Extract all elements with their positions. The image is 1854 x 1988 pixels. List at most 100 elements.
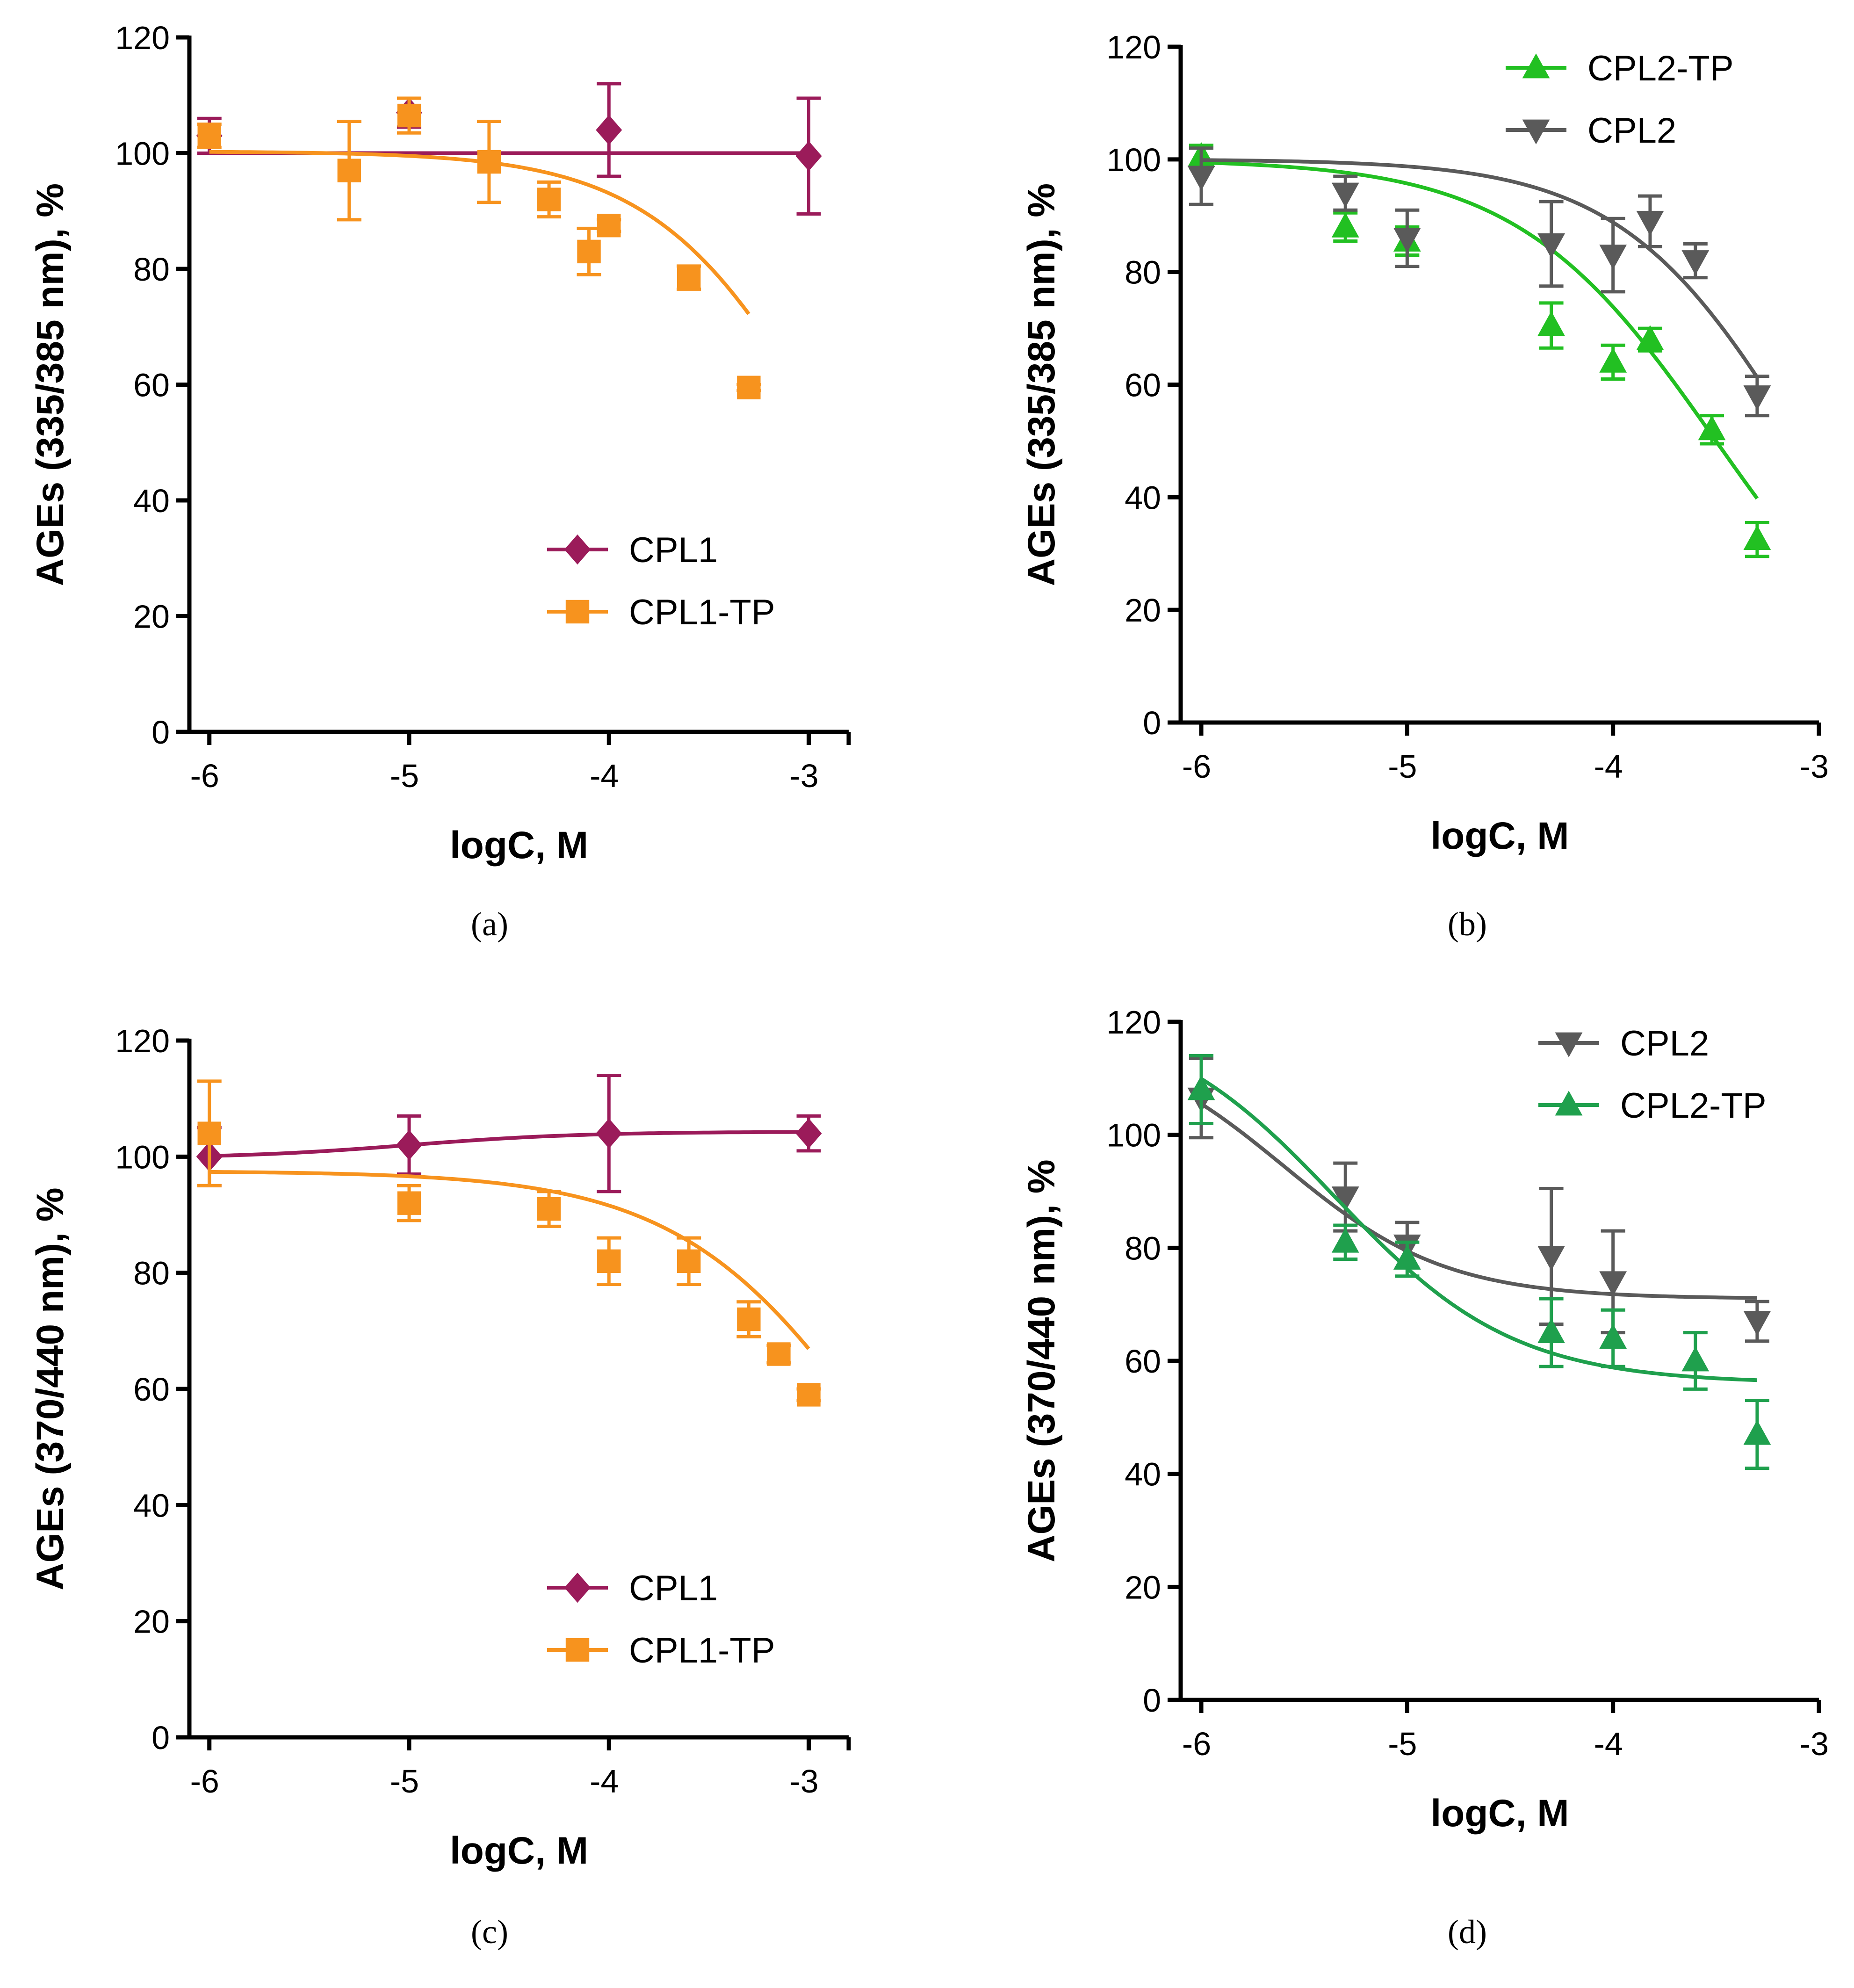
data-point — [477, 150, 501, 174]
x-axis-title: logC, M — [450, 824, 588, 867]
fit-curve — [209, 150, 750, 315]
x-tick-label: -4 — [1594, 748, 1623, 785]
data-point — [597, 213, 621, 238]
series-cpl1-tp — [197, 1079, 821, 1407]
series-cpl1-tp — [197, 96, 761, 399]
y-tick-label: 100 — [1106, 142, 1161, 178]
x-tick-label: -6 — [190, 758, 219, 794]
legend-entry: CPL1 — [547, 530, 718, 570]
x-tick-label: -6 — [1182, 1726, 1211, 1762]
x-tick-label: -3 — [789, 758, 818, 794]
legend-entry: CPL1-TP — [547, 593, 775, 632]
y-tick-label: 60 — [1125, 367, 1161, 404]
data-point — [1187, 1075, 1215, 1100]
x-tick-label: -5 — [1388, 1726, 1417, 1762]
data-point — [1743, 1311, 1771, 1336]
data-point — [1331, 1186, 1359, 1212]
data-point — [677, 1249, 701, 1273]
data-point — [1681, 1346, 1710, 1372]
data-point — [1681, 250, 1710, 275]
series-cpl2-tp — [1187, 142, 1771, 558]
fit-curve — [1200, 1102, 1757, 1300]
x-tick-label: -6 — [190, 1763, 219, 1800]
x-axis-title: logC, M — [1430, 1792, 1569, 1835]
legend-entry: CPL2 — [1506, 111, 1676, 151]
legend-label: CPL2 — [1620, 1024, 1709, 1063]
data-point — [1636, 210, 1664, 236]
x-tick-label: -4 — [590, 758, 619, 794]
x-tick-label: -3 — [789, 1763, 818, 1800]
data-point — [1599, 1323, 1627, 1349]
panel-caption: (b) — [1448, 905, 1487, 943]
legend-marker — [565, 1638, 590, 1662]
y-tick-label: 80 — [133, 1255, 170, 1292]
data-point — [337, 159, 361, 182]
y-tick-label: 60 — [133, 1371, 170, 1408]
y-tick-label: 0 — [1143, 705, 1161, 741]
data-point — [1599, 347, 1627, 373]
x-tick-label: -5 — [390, 1763, 419, 1800]
y-tick-label: 80 — [133, 251, 170, 288]
y-tick-label: 0 — [1143, 1682, 1161, 1719]
data-point — [537, 188, 561, 211]
chart-panel-a: 0 20 40 60 80 100 120 -6 -5 -4 -3 logC, M AGEs (335/… — [29, 20, 851, 943]
legend-entry: CPL2-TP — [1506, 49, 1734, 88]
x-tick-label: -3 — [1800, 748, 1829, 785]
data-point — [737, 376, 761, 399]
y-tick-label: 80 — [1125, 254, 1161, 291]
legend-entry: CPL1-TP — [547, 1631, 775, 1670]
x-tick-label: -5 — [1388, 748, 1417, 785]
panel-caption: (a) — [471, 905, 508, 943]
data-point — [197, 1121, 221, 1145]
panel-caption: (c) — [471, 1913, 508, 1951]
y-tick-label: 20 — [133, 1604, 170, 1640]
data-point — [1537, 1318, 1565, 1343]
data-point — [1331, 182, 1359, 208]
x-axis-title: logC, M — [1430, 815, 1569, 857]
y-tick-label: 20 — [1125, 592, 1161, 629]
fit-curve — [209, 1170, 810, 1350]
data-point — [1743, 525, 1771, 550]
data-point — [397, 1191, 421, 1215]
series-cpl2 — [1187, 146, 1771, 418]
y-tick-label: 60 — [133, 367, 170, 404]
y-axis-title: AGEs (370/440 nm), % — [1020, 1159, 1063, 1562]
data-point — [1599, 1271, 1627, 1296]
y-tick-label: 120 — [115, 1023, 170, 1059]
y-tick-label: 100 — [1106, 1117, 1161, 1154]
data-point — [1743, 385, 1771, 411]
data-point — [1393, 228, 1421, 253]
y-tick-label: 40 — [133, 1487, 170, 1524]
data-point — [1393, 1244, 1421, 1270]
legend-marker — [564, 1572, 591, 1603]
data-point — [1537, 1246, 1565, 1271]
x-tick-label: -3 — [1800, 1726, 1829, 1762]
y-tick-label: 40 — [1125, 479, 1161, 516]
data-point — [677, 266, 701, 289]
y-tick-label: 0 — [151, 1720, 170, 1756]
x-tick-label: -6 — [1182, 748, 1211, 785]
legend-marker — [1555, 1032, 1583, 1057]
legend-entry: CPL2-TP — [1538, 1086, 1767, 1126]
y-tick-label: 40 — [133, 483, 170, 519]
legend-marker — [564, 534, 591, 565]
data-point — [797, 1383, 821, 1407]
data-point — [1599, 245, 1627, 270]
y-tick-label: 0 — [151, 714, 170, 751]
data-point — [1537, 233, 1565, 259]
fit-curve — [1201, 158, 1759, 378]
legend-marker — [1555, 1091, 1583, 1116]
series-cpl1 — [196, 82, 822, 216]
data-point — [597, 1249, 621, 1273]
data-point — [577, 239, 601, 264]
legend-label: CPL2 — [1587, 111, 1676, 151]
legend-label: CPL1 — [629, 530, 718, 570]
legend-marker — [1522, 53, 1550, 79]
legend-label: CPL2-TP — [1587, 49, 1734, 88]
data-point — [396, 1130, 422, 1160]
data-point — [1331, 212, 1359, 238]
legend-label: CPL1 — [629, 1569, 718, 1608]
legend-label: CPL1-TP — [629, 593, 775, 632]
data-point — [596, 1118, 622, 1149]
chart-panel-d: 0 20 40 60 80 100 120 -6 -5 -4 -3 logC, M AGEs (370/… — [1020, 1004, 1829, 1951]
